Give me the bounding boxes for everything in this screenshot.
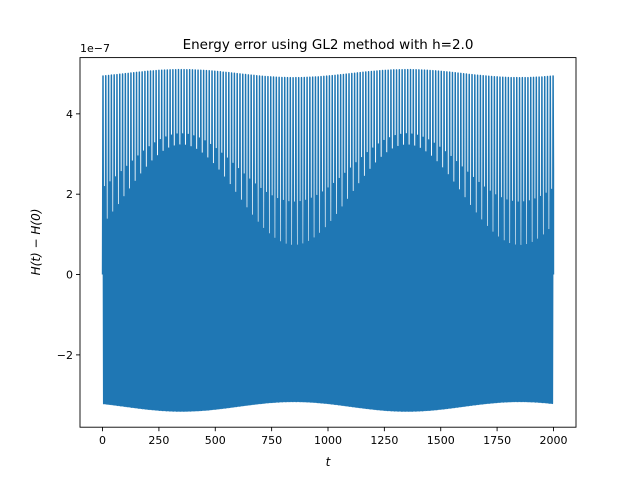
y-tick-label: −2: [57, 349, 73, 362]
y-multiplier-label: 1e−7: [80, 42, 110, 55]
x-tick-label: 1750: [483, 434, 511, 447]
chart-title: Energy error using GL2 method with h=2.0: [183, 37, 474, 53]
x-tick-label: 250: [148, 434, 169, 447]
y-tick-label: 2: [66, 188, 73, 201]
x-tick-label: 1000: [314, 434, 342, 447]
x-axis-label: t: [326, 455, 332, 469]
x-tick-label: 2000: [539, 434, 567, 447]
y-tick-label: 0: [66, 269, 73, 282]
x-tick-label: 1250: [370, 434, 398, 447]
x-tick-label: 750: [261, 434, 282, 447]
energy-error-line: [101, 68, 555, 412]
y-axis-label: H(t) − H(0): [29, 209, 43, 276]
x-tick-label: 0: [99, 434, 106, 447]
plot-area: [101, 68, 555, 412]
y-axis-ticks: −2 0 2 4: [57, 108, 80, 362]
y-tick-label: 4: [66, 108, 73, 121]
x-axis-ticks: 0 250 500 750 1000 1250 1500 1750 2000: [99, 427, 567, 447]
x-tick-label: 500: [205, 434, 226, 447]
x-tick-label: 1500: [427, 434, 455, 447]
